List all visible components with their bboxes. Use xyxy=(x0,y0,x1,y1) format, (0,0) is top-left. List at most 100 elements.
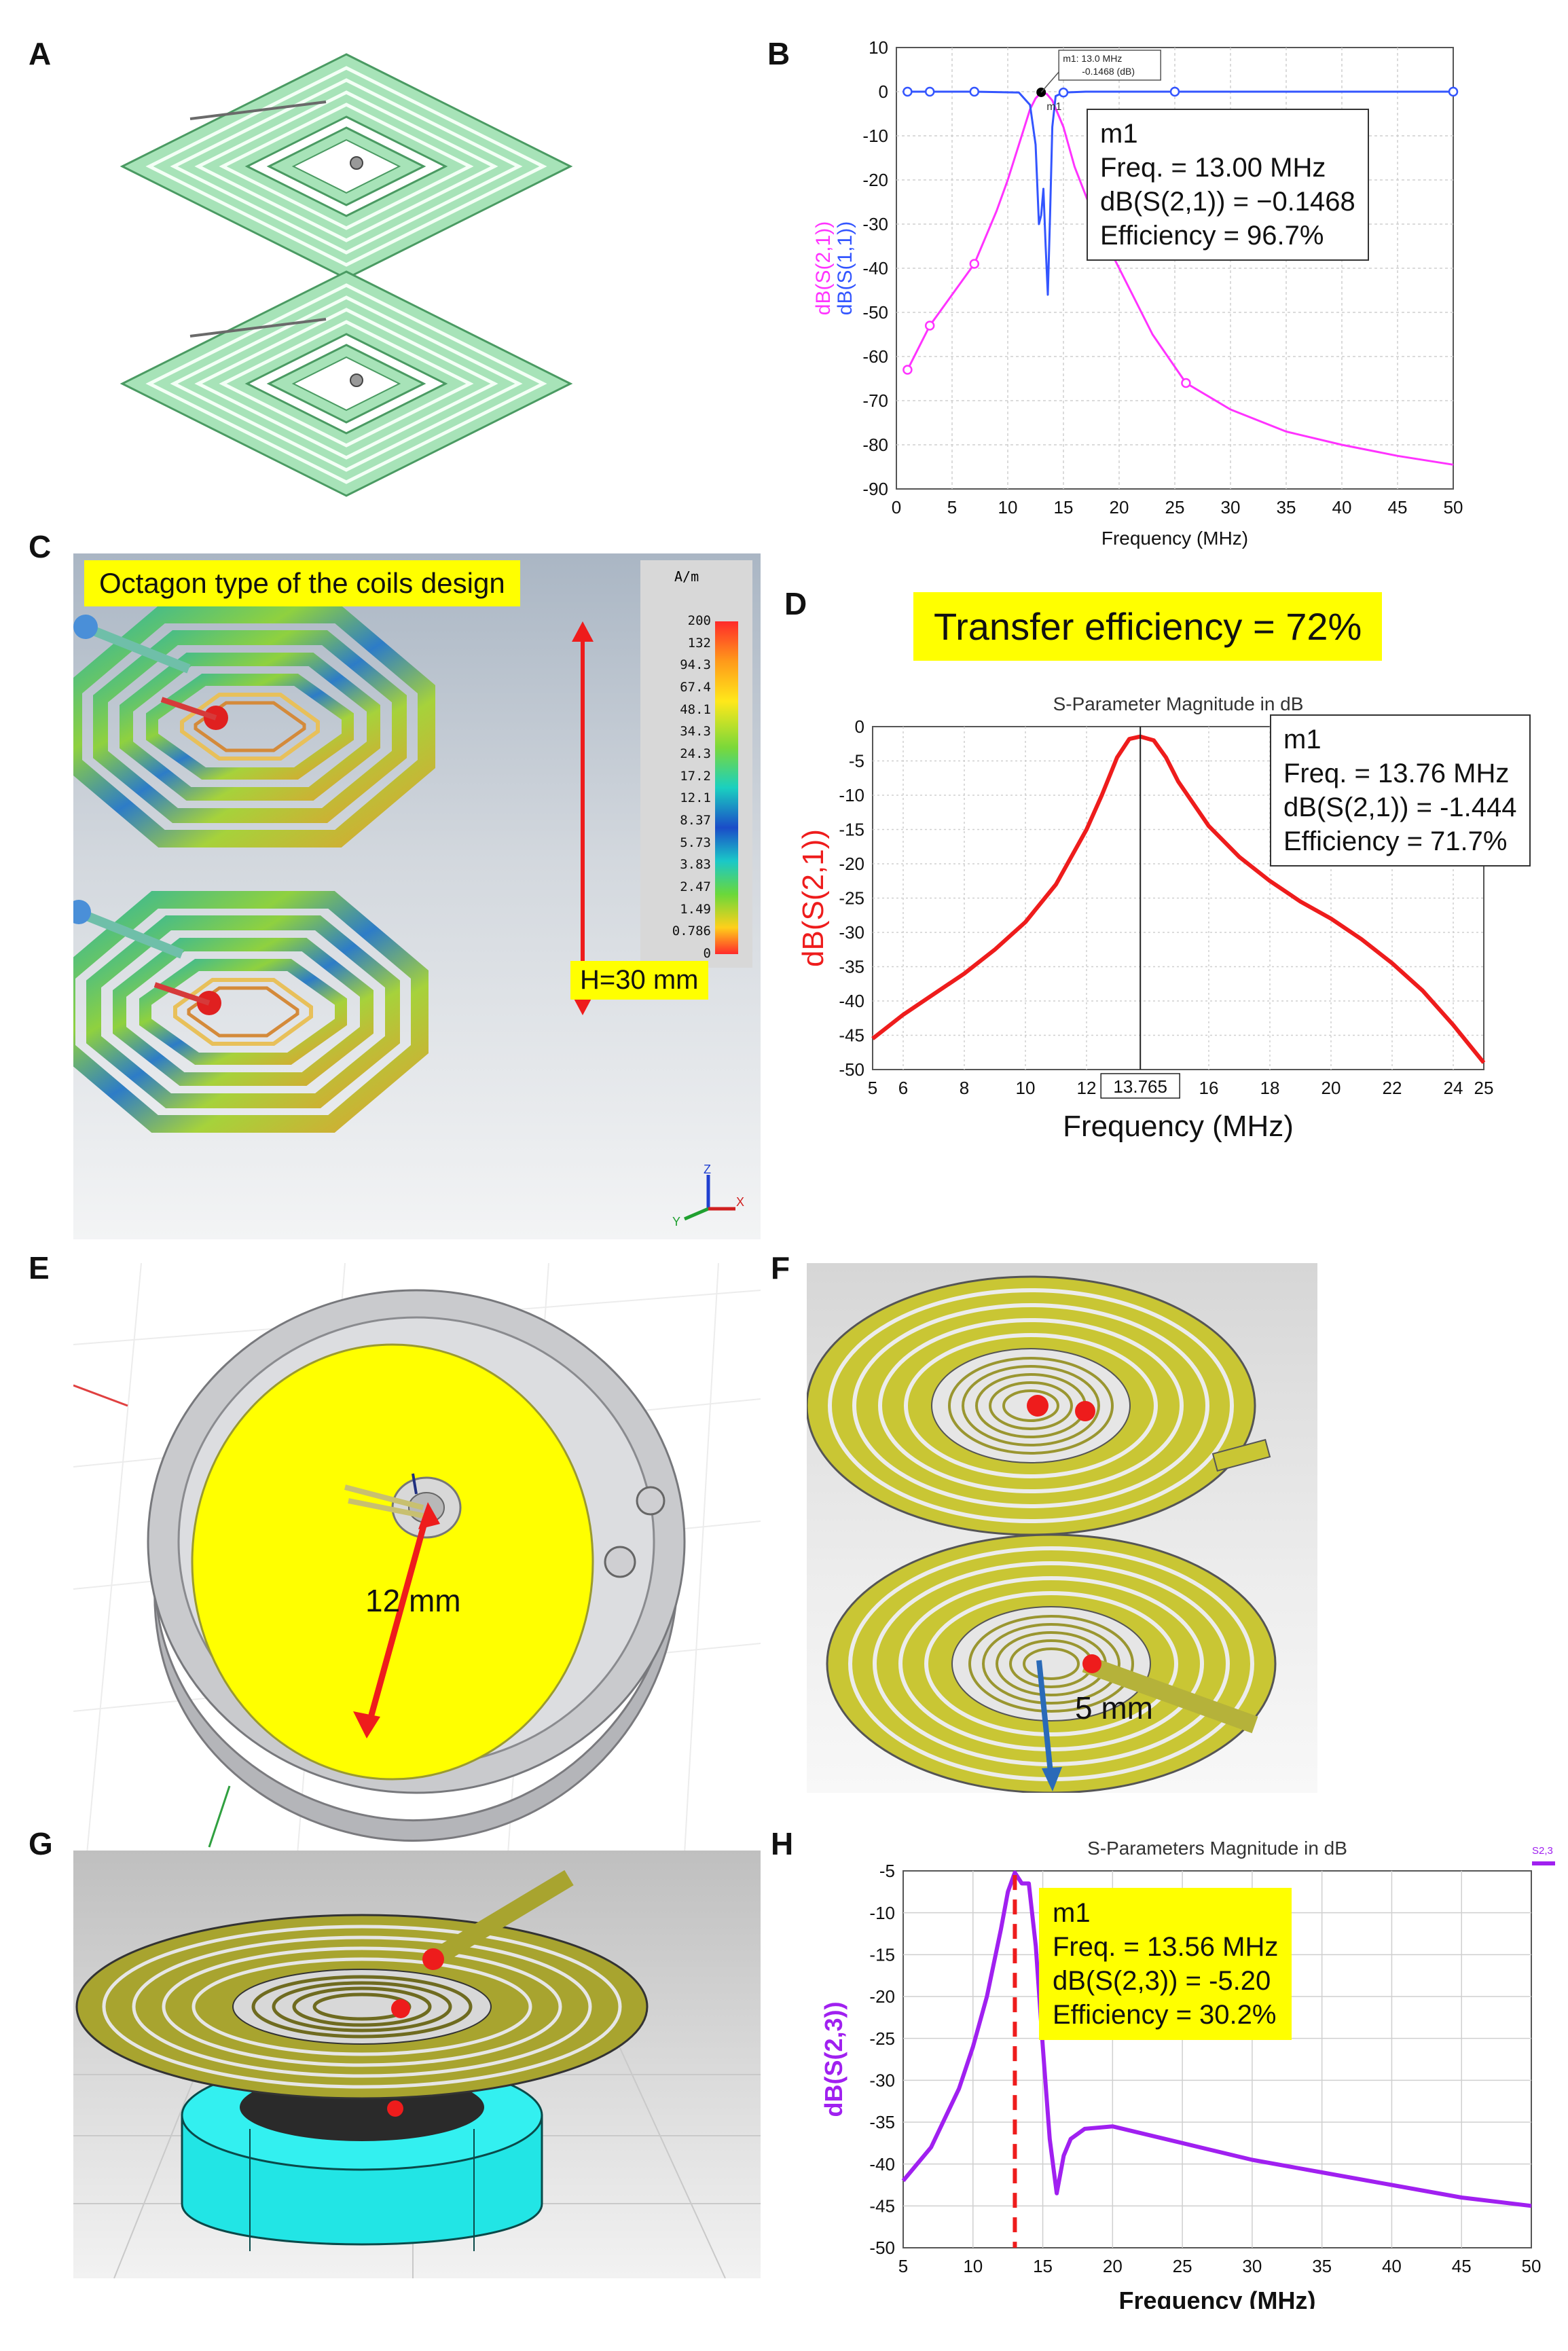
chart-b-ytick-label: -40 xyxy=(862,258,888,278)
legend-color-bar xyxy=(715,621,738,954)
chart-d-ytick-label: -10 xyxy=(839,785,864,805)
chart-h-xtick-label: 5 xyxy=(898,2256,908,2276)
chart-b-xtick-label: 25 xyxy=(1165,497,1185,517)
axis-x-label: X xyxy=(736,1195,744,1209)
chart-h-xlabel: Frequency (MHz) xyxy=(1118,2286,1315,2309)
panel-label-g: G xyxy=(29,1826,53,1861)
chart-b-marker-tag-line1: m1: 13.0 MHz xyxy=(1063,53,1122,64)
legend-value: 132 xyxy=(687,635,711,651)
chart-d-ytick-label: -15 xyxy=(839,820,864,840)
axes-triad: Z Y X xyxy=(672,1163,744,1228)
chart-h-xtick-label: 35 xyxy=(1312,2256,1332,2276)
chart-h-box-line4: Efficiency = 30.2% xyxy=(1053,2000,1277,2030)
chart-d-box-line4: Efficiency = 71.7% xyxy=(1283,826,1508,856)
chart-b-xtick-label: 10 xyxy=(998,497,1018,517)
chart-b-data-point xyxy=(1181,378,1191,388)
chart-d-ytick-label: -50 xyxy=(839,1059,864,1080)
chart-d-xtick-label: 18 xyxy=(1260,1078,1280,1098)
panel-g-coil-on-capsule xyxy=(73,1851,761,2278)
chart-b-marker-tag xyxy=(1058,50,1161,81)
chart-d-marker-box: m1 Freq. = 13.76 MHz dB(S(2,1)) = -1.444… xyxy=(1270,714,1531,867)
chart-b-ytick-label: 0 xyxy=(879,81,888,102)
chart-h-box-line2: Freq. = 13.56 MHz xyxy=(1053,1932,1279,1962)
legend-value: 48.1 xyxy=(680,701,711,717)
chart-b-marker-name: m1 xyxy=(1046,101,1061,113)
chart-b-data-point xyxy=(969,259,980,269)
chart-d-xtick-label: 5 xyxy=(868,1078,877,1098)
chart-d-ytick-label: -35 xyxy=(839,957,864,977)
panel-label-h: H xyxy=(771,1826,794,1861)
legend-unit: A/m xyxy=(674,568,699,585)
panel-d-banner: Transfer efficiency = 72% xyxy=(913,592,1383,661)
legend-value: 5.73 xyxy=(680,835,711,850)
chart-d-xtick-label: 24 xyxy=(1444,1078,1463,1098)
chart-b-ylabel-s11: dB(S(1,1)) xyxy=(834,221,856,315)
chart-b-box-line1: m1 xyxy=(1100,119,1138,149)
chart-d-marker-tick-label: 13.765 xyxy=(1113,1076,1167,1097)
chart-b-xtick-label: 20 xyxy=(1110,497,1129,517)
chart-d-box-line1: m1 xyxy=(1283,725,1321,754)
chart-d-box-line2: Freq. = 13.76 MHz xyxy=(1283,759,1510,788)
chart-d-title: S-Parameter Magnitude in dB xyxy=(1053,693,1304,714)
chart-b-xtick-label: 50 xyxy=(1444,497,1463,517)
distance-label: 5 mm xyxy=(1075,1690,1153,1726)
chart-b-series-line xyxy=(907,91,1454,466)
chart-b-ytick-label: -90 xyxy=(862,479,888,499)
chart-h-ytick-label: -35 xyxy=(869,2112,895,2132)
chart-h-xtick-label: 50 xyxy=(1522,2256,1542,2276)
panel-label-e: E xyxy=(29,1250,50,1286)
chart-d-xtick-label: 16 xyxy=(1199,1078,1219,1098)
chart-b-series-line xyxy=(907,90,1453,296)
chart-b-data-point xyxy=(902,86,913,97)
chart-h-ytick-label: -40 xyxy=(869,2154,895,2174)
chart-b-data-point xyxy=(1448,86,1459,97)
chart-h-ytick-label: -25 xyxy=(869,2028,895,2049)
chart-d-series-line xyxy=(871,734,1486,1064)
chart-d-xtick-label: 10 xyxy=(1016,1078,1036,1098)
chart-b-data-point xyxy=(924,321,935,331)
panel-c-legend: A/m 200 132 94.3 67.4 48.1 34.3 24.3 17.2 12.1 8.… xyxy=(640,560,752,968)
chart-b-box-line4: Efficiency = 96.7% xyxy=(1100,221,1324,251)
legend-value: 0.786 xyxy=(672,924,711,939)
chart-h-ytick-label: -30 xyxy=(869,2070,895,2090)
chart-b-ylabel-s21: dB(S(2,1)) xyxy=(812,221,835,315)
chart-h-title: S-Parameters Magnitude in dB xyxy=(1087,1838,1347,1859)
axis-z-label: Z xyxy=(704,1163,711,1176)
chart-d-xtick-label: 6 xyxy=(898,1078,908,1098)
legend-value: 67.4 xyxy=(680,680,711,695)
axis-y-label: Y xyxy=(672,1215,680,1228)
chart-h-marker-box: m1 Freq. = 13.56 MHz dB(S(2,3)) = -5.20 … xyxy=(1039,1888,1292,2040)
chart-d-xtick-label: 12 xyxy=(1077,1078,1097,1098)
legend-value: 17.2 xyxy=(680,768,711,784)
legend-value: 2.47 xyxy=(680,879,711,894)
chart-b-data-point xyxy=(1058,88,1069,98)
chart-d-xtick-label: 22 xyxy=(1383,1078,1402,1098)
legend-value: 34.3 xyxy=(680,724,711,740)
legend-value: 24.3 xyxy=(680,746,711,761)
chart-b-xtick-label: 15 xyxy=(1054,497,1074,517)
chart-h-ytick-label: -50 xyxy=(869,2238,895,2258)
chart-h-box-line1: m1 xyxy=(1053,1898,1091,1928)
chart-d-box-line3: dB(S(2,1)) = -1.444 xyxy=(1283,792,1517,822)
chart-b-ytick-label: 10 xyxy=(869,37,888,58)
legend-value: 8.37 xyxy=(680,813,711,828)
chart-b-ytick-label: -70 xyxy=(862,390,888,411)
panel-label-c: C xyxy=(29,529,52,564)
chart-d-marker-tick-box xyxy=(1100,1073,1180,1099)
radius-label: 12 mm xyxy=(365,1583,461,1618)
chart-b-xtick-label: 35 xyxy=(1277,497,1296,517)
chart-b-data-point xyxy=(902,365,913,375)
legend-value: 0 xyxy=(703,946,711,961)
panel-label-d: D xyxy=(784,586,807,621)
legend-value: 12.1 xyxy=(680,790,711,806)
coil-capsule-drawing xyxy=(73,1870,761,2278)
chart-h-ytick-label: -20 xyxy=(869,1986,895,2007)
chart-d-ytick-label: -40 xyxy=(839,991,864,1011)
panel-e-capsule: 12 mm xyxy=(73,1263,761,1854)
chart-b-marker-tag-line2: -0.1468 (dB) xyxy=(1082,66,1135,77)
panel-label-b: B xyxy=(767,36,790,71)
legend-value: 200 xyxy=(687,613,711,628)
chart-b-xtick-label: 0 xyxy=(892,497,901,517)
chart-d-xtick-label: 20 xyxy=(1321,1078,1341,1098)
chart-d-ylabel: dB(S(2,1)) xyxy=(797,829,830,967)
